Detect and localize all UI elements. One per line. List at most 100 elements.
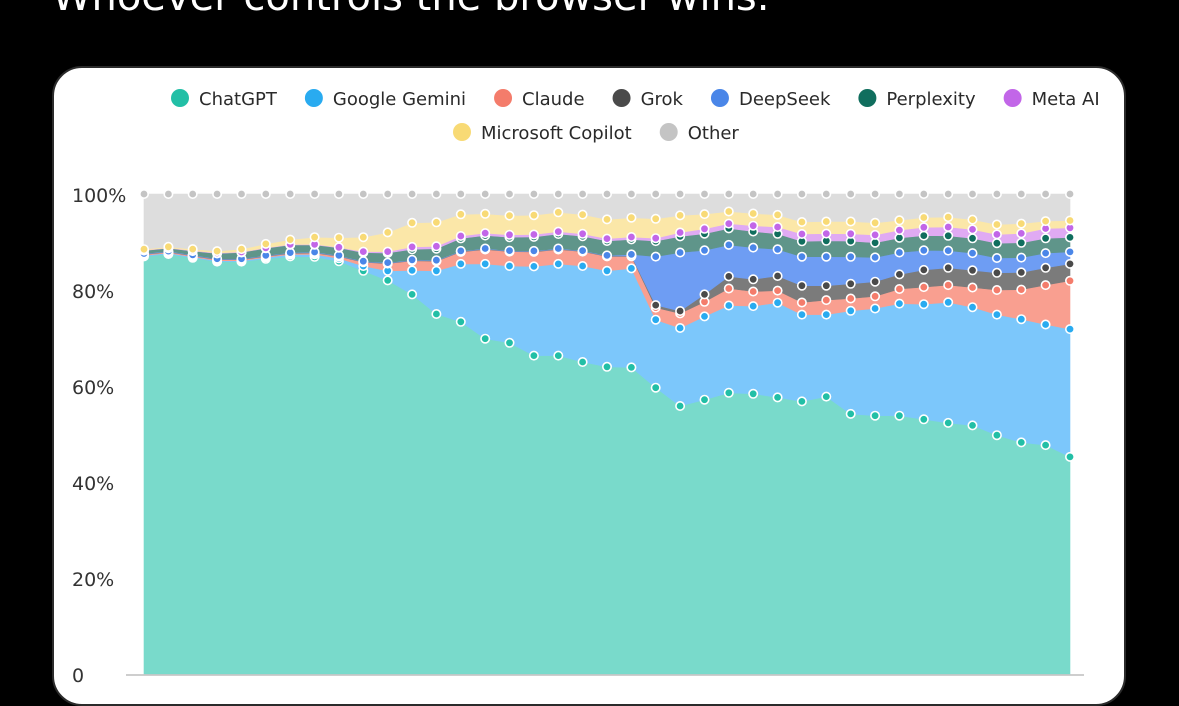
- point-grok: [796, 280, 807, 291]
- point-meta-ai: [553, 226, 564, 237]
- point-chatgpt: [455, 316, 466, 327]
- markers-other: [139, 189, 1075, 200]
- point-deepseek: [699, 245, 710, 256]
- point-microsoft-copilot: [431, 217, 442, 228]
- point-chatgpt: [504, 337, 515, 348]
- point-other: [187, 189, 198, 200]
- point-other: [333, 189, 344, 200]
- point-chatgpt: [991, 430, 1002, 441]
- legend-label: Grok: [641, 89, 684, 110]
- point-claude: [723, 283, 734, 294]
- point-deepseek: [772, 244, 783, 255]
- point-google-gemini: [870, 303, 881, 314]
- y-tick-label: 80%: [72, 281, 114, 303]
- point-microsoft-copilot: [480, 208, 491, 219]
- point-claude: [943, 280, 954, 291]
- point-deepseek: [675, 247, 686, 258]
- point-google-gemini: [821, 309, 832, 320]
- point-microsoft-copilot: [1016, 218, 1027, 229]
- point-chatgpt: [894, 410, 905, 421]
- point-microsoft-copilot: [894, 215, 905, 226]
- point-chatgpt: [650, 382, 661, 393]
- point-microsoft-copilot: [626, 212, 637, 223]
- point-grok: [699, 289, 710, 300]
- point-grok: [748, 274, 759, 285]
- point-chatgpt: [1064, 451, 1075, 462]
- point-other: [601, 189, 612, 200]
- point-meta-ai: [650, 233, 661, 244]
- point-meta-ai: [601, 233, 612, 244]
- point-microsoft-copilot: [675, 210, 686, 221]
- point-other: [870, 189, 881, 200]
- point-google-gemini: [407, 265, 418, 276]
- point-perplexity: [991, 238, 1002, 249]
- market-share-chart: ChatGPT Google Gemini Claude Grok DeepSeek Pe…: [72, 89, 1100, 687]
- point-google-gemini: [577, 261, 588, 272]
- point-other: [650, 189, 661, 200]
- point-other: [455, 189, 466, 200]
- point-other: [821, 189, 832, 200]
- point-microsoft-copilot: [528, 210, 539, 221]
- legend-item-meta-ai: Meta AI: [1003, 89, 1100, 110]
- point-grok: [870, 276, 881, 287]
- point-other: [285, 189, 296, 200]
- point-microsoft-copilot: [821, 216, 832, 227]
- point-claude: [1064, 275, 1075, 286]
- point-deepseek: [1016, 252, 1027, 263]
- point-grok: [967, 265, 978, 276]
- point-chatgpt: [967, 420, 978, 431]
- point-microsoft-copilot: [748, 208, 759, 219]
- legend-swatch: [858, 89, 877, 107]
- legend-swatch: [612, 89, 631, 107]
- point-google-gemini: [1016, 314, 1027, 325]
- point-meta-ai: [991, 229, 1002, 240]
- point-chatgpt: [382, 275, 393, 286]
- legend: ChatGPT Google Gemini Claude Grok DeepSeek Pe…: [171, 89, 1100, 144]
- point-chatgpt: [699, 394, 710, 405]
- point-deepseek: [845, 251, 856, 262]
- point-deepseek: [967, 248, 978, 259]
- point-deepseek: [870, 252, 881, 263]
- point-microsoft-copilot: [504, 210, 515, 221]
- point-deepseek: [918, 245, 929, 256]
- point-meta-ai: [455, 231, 466, 242]
- legend-label: DeepSeek: [739, 89, 831, 110]
- point-grok: [918, 264, 929, 275]
- point-google-gemini: [772, 297, 783, 308]
- point-other: [675, 189, 686, 200]
- point-deepseek: [1064, 246, 1075, 257]
- point-meta-ai: [528, 229, 539, 240]
- point-google-gemini: [991, 309, 1002, 320]
- point-chatgpt: [870, 410, 881, 421]
- point-claude: [845, 293, 856, 304]
- marker-layer: [139, 189, 1075, 462]
- point-microsoft-copilot: [1064, 215, 1075, 226]
- point-microsoft-copilot: [455, 209, 466, 220]
- point-chatgpt: [821, 391, 832, 402]
- point-google-gemini: [675, 323, 686, 334]
- point-chatgpt: [1016, 437, 1027, 448]
- point-claude: [991, 285, 1002, 296]
- point-google-gemini: [504, 261, 515, 272]
- point-microsoft-copilot: [1040, 216, 1051, 227]
- point-meta-ai: [333, 242, 344, 253]
- y-tick-label: 20%: [72, 569, 114, 591]
- point-claude: [772, 285, 783, 296]
- point-microsoft-copilot: [772, 209, 783, 220]
- legend-item-other: Other: [659, 123, 739, 144]
- point-other: [212, 189, 223, 200]
- point-perplexity: [918, 230, 929, 241]
- point-microsoft-copilot: [967, 214, 978, 225]
- legend-item-deepseek: DeepSeek: [710, 89, 831, 110]
- legend-item-google-gemini: Google Gemini: [304, 89, 466, 110]
- point-grok: [1016, 267, 1027, 278]
- legend-swatch: [171, 89, 189, 107]
- point-google-gemini: [528, 261, 539, 272]
- point-microsoft-copilot: [699, 209, 710, 220]
- point-deepseek: [626, 249, 637, 260]
- point-deepseek: [601, 250, 612, 261]
- point-other: [431, 189, 442, 200]
- point-chatgpt: [845, 408, 856, 419]
- point-meta-ai: [577, 228, 588, 239]
- point-google-gemini: [601, 265, 612, 276]
